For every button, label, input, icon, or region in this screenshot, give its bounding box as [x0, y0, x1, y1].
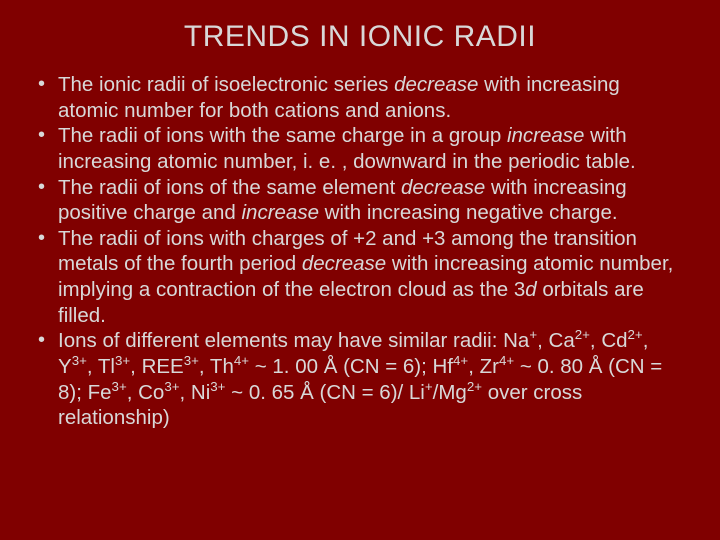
list-item: The ionic radii of isoelectronic series … [36, 72, 684, 123]
list-item: The radii of ions with charges of +2 and… [36, 226, 684, 329]
list-item: The radii of ions with the same charge i… [36, 123, 684, 174]
slide-container: TRENDS IN IONIC RADII The ionic radii of… [0, 0, 720, 540]
bullet-list: The ionic radii of isoelectronic series … [36, 72, 684, 431]
list-item: The radii of ions of the same element de… [36, 175, 684, 226]
slide-title: TRENDS IN IONIC RADII [36, 20, 684, 54]
list-item: Ions of different elements may have simi… [36, 328, 684, 431]
